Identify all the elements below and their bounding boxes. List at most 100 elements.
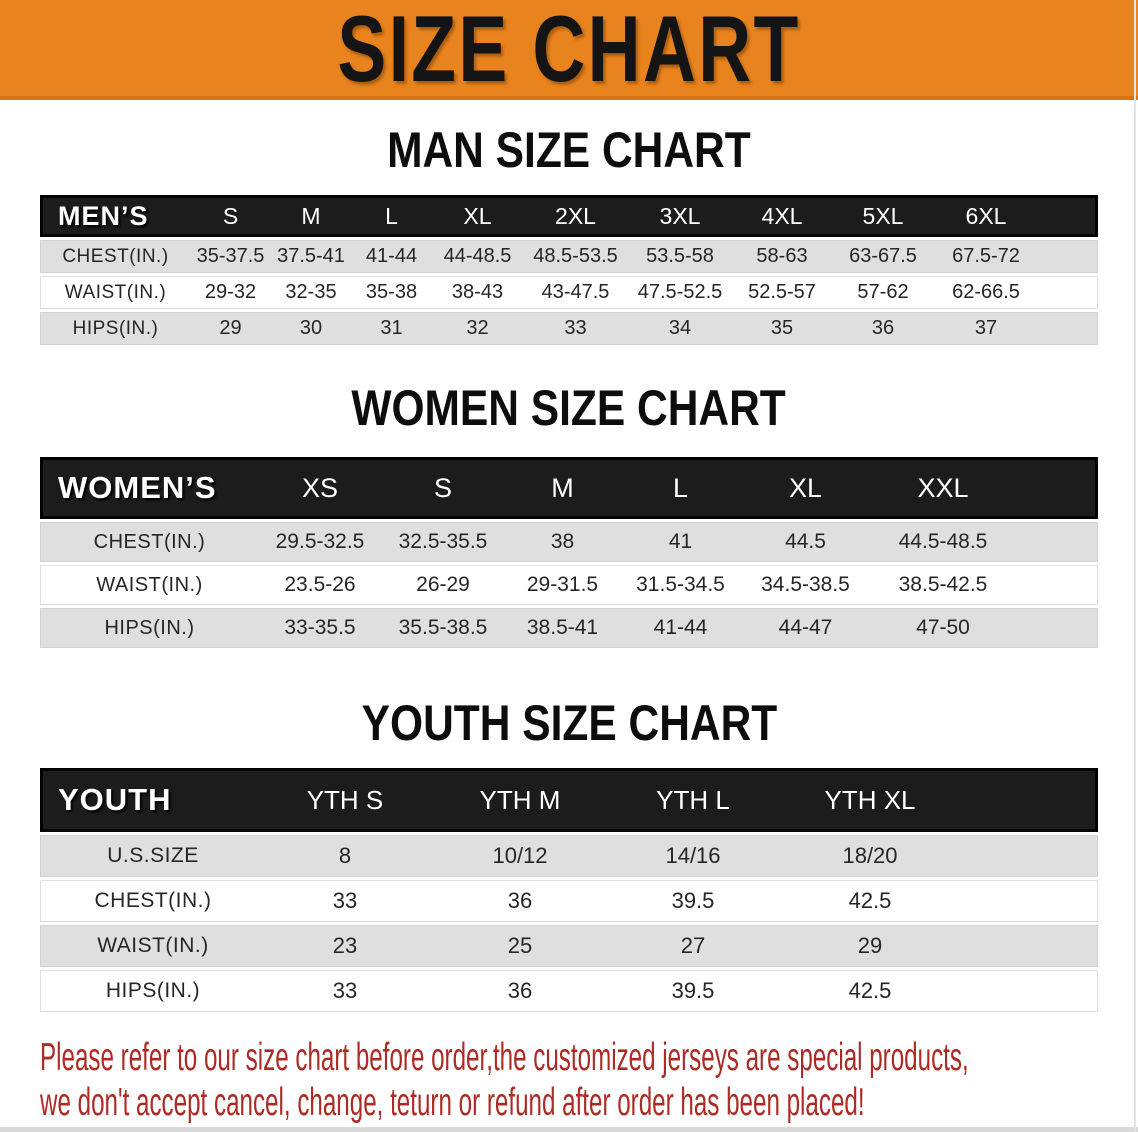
size-value: 33 bbox=[523, 312, 628, 345]
size-value: 39.5 bbox=[615, 970, 771, 1012]
measure-row-label: U.S.SIZE bbox=[40, 835, 265, 877]
size-value: 8 bbox=[265, 835, 425, 877]
size-value: 33-35.5 bbox=[258, 608, 382, 648]
size-value: 35.5-38.5 bbox=[382, 608, 504, 648]
women-section-heading-text: WOMEN SIZE CHART bbox=[351, 380, 787, 436]
size-value: 47.5-52.5 bbox=[628, 276, 732, 309]
size-column-header: YTH L bbox=[615, 768, 771, 832]
group-label: MEN’S bbox=[40, 195, 190, 237]
size-value: 62-66.5 bbox=[934, 276, 1038, 309]
size-value: 52.5-57 bbox=[732, 276, 832, 309]
size-value: 44-48.5 bbox=[432, 240, 523, 273]
size-value: 53.5-58 bbox=[628, 240, 732, 273]
size-value: 34 bbox=[628, 312, 732, 345]
size-value: 36 bbox=[425, 880, 615, 922]
size-value: 29.5-32.5 bbox=[258, 522, 382, 562]
row-spacer bbox=[969, 880, 1098, 922]
measure-row-label: HIPS(IN.) bbox=[40, 312, 190, 345]
size-value: 29 bbox=[190, 312, 271, 345]
measurement-row: CHEST(IN.) 29.5-32.5 32.5-35.5 38 41 44.5 44.5… bbox=[40, 522, 1098, 562]
size-value: 35-37.5 bbox=[190, 240, 271, 273]
row-spacer bbox=[969, 970, 1098, 1012]
size-value: 63-67.5 bbox=[832, 240, 934, 273]
size-value: 23.5-26 bbox=[258, 565, 382, 605]
size-column-header: 5XL bbox=[832, 195, 934, 237]
size-value: 25 bbox=[425, 925, 615, 967]
measure-row-label: CHEST(IN.) bbox=[40, 522, 258, 562]
size-column-header: YTH M bbox=[425, 768, 615, 832]
size-value: 41-44 bbox=[351, 240, 432, 273]
size-column-header: S bbox=[382, 457, 504, 519]
bottom-edge-artifact bbox=[0, 1127, 1138, 1132]
size-value: 33 bbox=[265, 880, 425, 922]
measure-row-label: WAIST(IN.) bbox=[40, 276, 190, 309]
size-column-header: M bbox=[504, 457, 621, 519]
youth-section-heading: YOUTH SIZE CHART bbox=[0, 698, 1138, 748]
youth-section-heading-text: YOUTH SIZE CHART bbox=[361, 695, 777, 751]
size-value: 30 bbox=[271, 312, 351, 345]
row-spacer bbox=[1038, 312, 1098, 345]
row-spacer bbox=[969, 925, 1098, 967]
group-label: WOMEN’S bbox=[40, 457, 258, 519]
size-column-header: XL bbox=[740, 457, 871, 519]
measurement-row: WAIST(IN.) 29-32 32-35 35-38 38-43 43-47.5 47.… bbox=[40, 276, 1098, 309]
size-value: 58-63 bbox=[732, 240, 832, 273]
size-column-header: 6XL bbox=[934, 195, 1038, 237]
size-value: 48.5-53.5 bbox=[523, 240, 628, 273]
size-value: 38-43 bbox=[432, 276, 523, 309]
size-value: 23 bbox=[265, 925, 425, 967]
size-value: 37 bbox=[934, 312, 1038, 345]
measure-row-label: CHEST(IN.) bbox=[40, 880, 265, 922]
size-value: 32-35 bbox=[271, 276, 351, 309]
size-column-header: XXL bbox=[871, 457, 1015, 519]
disclaimer: Please refer to our size chart before or… bbox=[40, 1035, 1138, 1125]
size-column-header: 4XL bbox=[732, 195, 832, 237]
size-value: 37.5-41 bbox=[271, 240, 351, 273]
size-column-header: L bbox=[621, 457, 740, 519]
women-section-heading: WOMEN SIZE CHART bbox=[0, 383, 1138, 433]
size-value: 33 bbox=[265, 970, 425, 1012]
size-value: 29-31.5 bbox=[504, 565, 621, 605]
measure-row-label: HIPS(IN.) bbox=[40, 970, 265, 1012]
row-spacer bbox=[1015, 522, 1098, 562]
size-value: 44.5 bbox=[740, 522, 871, 562]
size-column-header: XL bbox=[432, 195, 523, 237]
size-value: 31.5-34.5 bbox=[621, 565, 740, 605]
size-value: 44.5-48.5 bbox=[871, 522, 1015, 562]
row-spacer bbox=[1015, 608, 1098, 648]
size-value: 38.5-41 bbox=[504, 608, 621, 648]
disclaimer-line-1: Please refer to our size chart before or… bbox=[40, 1036, 969, 1079]
measure-row-label: CHEST(IN.) bbox=[40, 240, 190, 273]
header-spacer bbox=[1038, 195, 1098, 237]
measurement-row: U.S.SIZE 8 10/12 14/16 18/20 bbox=[40, 835, 1098, 877]
youth-size-table: YOUTH YTH S YTH M YTH L YTH XL U.S.SIZE 8 10/12… bbox=[40, 765, 1098, 1015]
measurement-row: HIPS(IN.) 29 30 31 32 33 34 35 36 37 bbox=[40, 312, 1098, 345]
size-value: 36 bbox=[832, 312, 934, 345]
men-section-heading: MAN SIZE CHART bbox=[0, 125, 1138, 175]
measurement-row: HIPS(IN.) 33 36 39.5 42.5 bbox=[40, 970, 1098, 1012]
row-spacer bbox=[969, 835, 1098, 877]
size-value: 29-32 bbox=[190, 276, 271, 309]
measurement-row: CHEST(IN.) 35-37.5 37.5-41 41-44 44-48.5 48.5… bbox=[40, 240, 1098, 273]
size-value: 18/20 bbox=[771, 835, 969, 877]
size-value: 44-47 bbox=[740, 608, 871, 648]
size-column-header: M bbox=[271, 195, 351, 237]
measure-row-label: WAIST(IN.) bbox=[40, 925, 265, 967]
header-spacer bbox=[1015, 457, 1098, 519]
measure-row-label: HIPS(IN.) bbox=[40, 608, 258, 648]
page-title: SIZE CHART bbox=[337, 0, 801, 101]
size-value: 31 bbox=[351, 312, 432, 345]
size-value: 43-47.5 bbox=[523, 276, 628, 309]
right-edge-artifact bbox=[1134, 0, 1136, 1132]
row-spacer bbox=[1015, 565, 1098, 605]
size-value: 10/12 bbox=[425, 835, 615, 877]
size-chart-banner: SIZE CHART bbox=[0, 0, 1138, 100]
row-spacer bbox=[1038, 240, 1098, 273]
measurement-row: WAIST(IN.) 23 25 27 29 bbox=[40, 925, 1098, 967]
size-column-header: L bbox=[351, 195, 432, 237]
size-value: 32.5-35.5 bbox=[382, 522, 504, 562]
size-value: 47-50 bbox=[871, 608, 1015, 648]
size-value: 26-29 bbox=[382, 565, 504, 605]
size-value: 57-62 bbox=[832, 276, 934, 309]
size-column-header: S bbox=[190, 195, 271, 237]
